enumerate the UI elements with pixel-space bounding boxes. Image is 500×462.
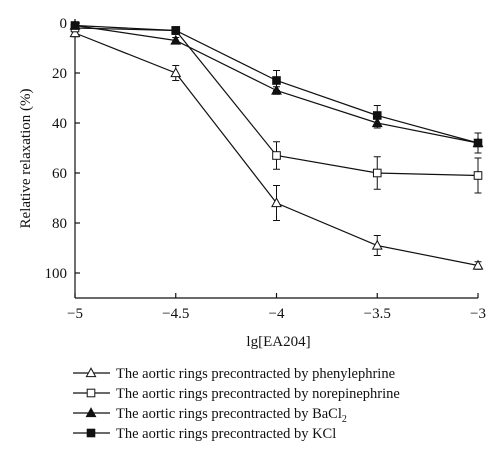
x-ticks: −5 −4.5 −4 −3.5 −3 xyxy=(67,293,486,322)
data-point xyxy=(272,76,281,85)
legend-item-3: The aortic rings precontracted by BaCl2 xyxy=(73,406,347,425)
y-tick-label: 20 xyxy=(52,66,67,82)
legend-item-2: The aortic rings precontracted by norepi… xyxy=(73,386,400,402)
data-point xyxy=(473,171,483,180)
y-tick-label: 60 xyxy=(52,166,67,182)
legend-label: The aortic rings precontracted by BaCl2 xyxy=(116,406,347,425)
x-tick-label: −5 xyxy=(67,306,83,322)
y-tick-label: 40 xyxy=(52,116,67,132)
series-2 xyxy=(70,23,483,194)
x-axis-label: lg[EA204] xyxy=(246,334,310,350)
legend-label: The aortic rings precontracted by norepi… xyxy=(116,386,400,402)
data-point xyxy=(271,197,282,208)
y-axis-label: Relative relaxation (%) xyxy=(18,89,34,229)
data-point xyxy=(170,67,182,78)
data-point xyxy=(170,34,182,45)
series-layer xyxy=(69,19,484,270)
data-point xyxy=(70,21,80,30)
legend-label: The aortic rings precontracted by phenyl… xyxy=(116,366,395,382)
data-point xyxy=(372,111,382,120)
y-ticks: 0 20 40 60 80 100 xyxy=(45,16,80,282)
legend-item-1: The aortic rings precontracted by phenyl… xyxy=(73,366,395,382)
legend-label: The aortic rings precontracted by KCl xyxy=(116,426,336,442)
x-tick-label: −3 xyxy=(470,306,486,322)
data-point xyxy=(371,239,383,250)
y-tick-label: 80 xyxy=(52,216,67,232)
x-tick-label: −4.5 xyxy=(162,306,189,322)
legend-marker xyxy=(85,367,97,378)
y-tick-label: 0 xyxy=(60,16,68,32)
legend-item-4: The aortic rings precontracted by KCl xyxy=(73,426,336,442)
x-tick-label: −4 xyxy=(269,306,285,322)
legend-marker xyxy=(86,428,96,438)
data-point xyxy=(171,26,181,35)
legend-marker xyxy=(85,407,97,418)
series-4 xyxy=(70,21,483,154)
data-point xyxy=(472,259,484,270)
legend: The aortic rings precontracted by phenyl… xyxy=(73,366,400,442)
data-point xyxy=(69,27,81,38)
x-tick-label: −3.5 xyxy=(364,306,391,322)
data-point xyxy=(372,168,382,178)
y-tick-label: 100 xyxy=(45,266,68,282)
legend-marker xyxy=(86,388,96,398)
data-point xyxy=(272,151,281,160)
data-point xyxy=(473,138,483,148)
